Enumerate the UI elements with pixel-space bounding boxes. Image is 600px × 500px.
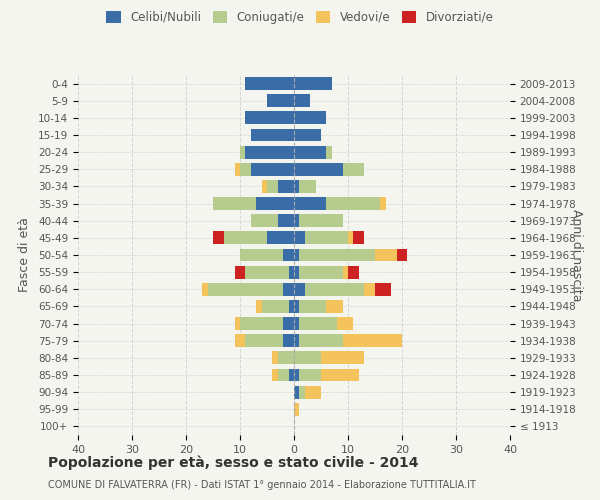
Bar	[343, 163, 364, 175]
Y-axis label: Fasce di età: Fasce di età	[18, 218, 31, 292]
Bar	[294, 112, 326, 124]
Bar	[337, 317, 353, 330]
Bar	[397, 248, 407, 262]
Bar	[267, 232, 294, 244]
Bar	[245, 334, 283, 347]
Bar	[262, 300, 289, 313]
Bar	[294, 232, 305, 244]
Bar	[305, 283, 364, 296]
Bar	[348, 232, 353, 244]
Bar	[294, 94, 310, 107]
Bar	[326, 300, 343, 313]
Bar	[321, 352, 364, 364]
Bar	[240, 163, 251, 175]
Bar	[299, 266, 343, 278]
Bar	[213, 197, 256, 210]
Bar	[245, 77, 294, 90]
Bar	[299, 248, 375, 262]
Bar	[343, 334, 402, 347]
Bar	[267, 180, 278, 193]
Text: Popolazione per età, sesso e stato civile - 2014: Popolazione per età, sesso e stato civil…	[48, 455, 419, 469]
Bar	[235, 163, 240, 175]
Bar	[256, 300, 262, 313]
Bar	[294, 300, 299, 313]
Bar	[262, 180, 267, 193]
Bar	[294, 180, 299, 193]
Bar	[305, 386, 321, 398]
Bar	[213, 232, 224, 244]
Bar	[267, 94, 294, 107]
Bar	[235, 334, 245, 347]
Bar	[326, 146, 332, 158]
Bar	[326, 197, 380, 210]
Bar	[245, 266, 289, 278]
Bar	[245, 112, 294, 124]
Bar	[353, 232, 364, 244]
Bar	[256, 197, 294, 210]
Bar	[294, 386, 299, 398]
Bar	[305, 232, 348, 244]
Bar	[294, 77, 332, 90]
Y-axis label: Anni di nascita: Anni di nascita	[571, 209, 583, 301]
Bar	[278, 368, 289, 382]
Bar	[283, 334, 294, 347]
Bar	[289, 266, 294, 278]
Bar	[283, 317, 294, 330]
Bar	[240, 317, 283, 330]
Bar	[278, 214, 294, 227]
Bar	[294, 317, 299, 330]
Bar	[375, 283, 391, 296]
Bar	[299, 214, 343, 227]
Bar	[294, 163, 343, 175]
Bar	[299, 300, 326, 313]
Bar	[348, 266, 359, 278]
Bar	[294, 128, 321, 141]
Bar	[294, 403, 299, 415]
Bar	[343, 266, 348, 278]
Bar	[299, 334, 343, 347]
Bar	[299, 386, 305, 398]
Bar	[240, 248, 283, 262]
Bar	[294, 266, 299, 278]
Bar	[240, 146, 245, 158]
Bar	[283, 283, 294, 296]
Bar	[294, 368, 299, 382]
Bar	[294, 352, 321, 364]
Bar	[375, 248, 397, 262]
Bar	[294, 214, 299, 227]
Bar	[208, 283, 283, 296]
Bar	[364, 283, 375, 296]
Bar	[380, 197, 386, 210]
Bar	[289, 300, 294, 313]
Legend: Celibi/Nubili, Coniugati/e, Vedovi/e, Divorziati/e: Celibi/Nubili, Coniugati/e, Vedovi/e, Di…	[101, 6, 499, 28]
Bar	[278, 352, 294, 364]
Bar	[299, 368, 321, 382]
Bar	[251, 214, 278, 227]
Bar	[321, 368, 359, 382]
Bar	[294, 197, 326, 210]
Bar	[294, 248, 299, 262]
Bar	[294, 146, 326, 158]
Bar	[299, 180, 316, 193]
Bar	[289, 368, 294, 382]
Bar	[245, 146, 294, 158]
Bar	[251, 128, 294, 141]
Bar	[202, 283, 208, 296]
Bar	[294, 334, 299, 347]
Text: COMUNE DI FALVATERRA (FR) - Dati ISTAT 1° gennaio 2014 - Elaborazione TUTTITALIA: COMUNE DI FALVATERRA (FR) - Dati ISTAT 1…	[48, 480, 476, 490]
Bar	[272, 368, 278, 382]
Bar	[251, 163, 294, 175]
Bar	[299, 317, 337, 330]
Bar	[235, 317, 240, 330]
Bar	[272, 352, 278, 364]
Bar	[235, 266, 245, 278]
Bar	[224, 232, 267, 244]
Bar	[278, 180, 294, 193]
Bar	[294, 283, 305, 296]
Bar	[283, 248, 294, 262]
